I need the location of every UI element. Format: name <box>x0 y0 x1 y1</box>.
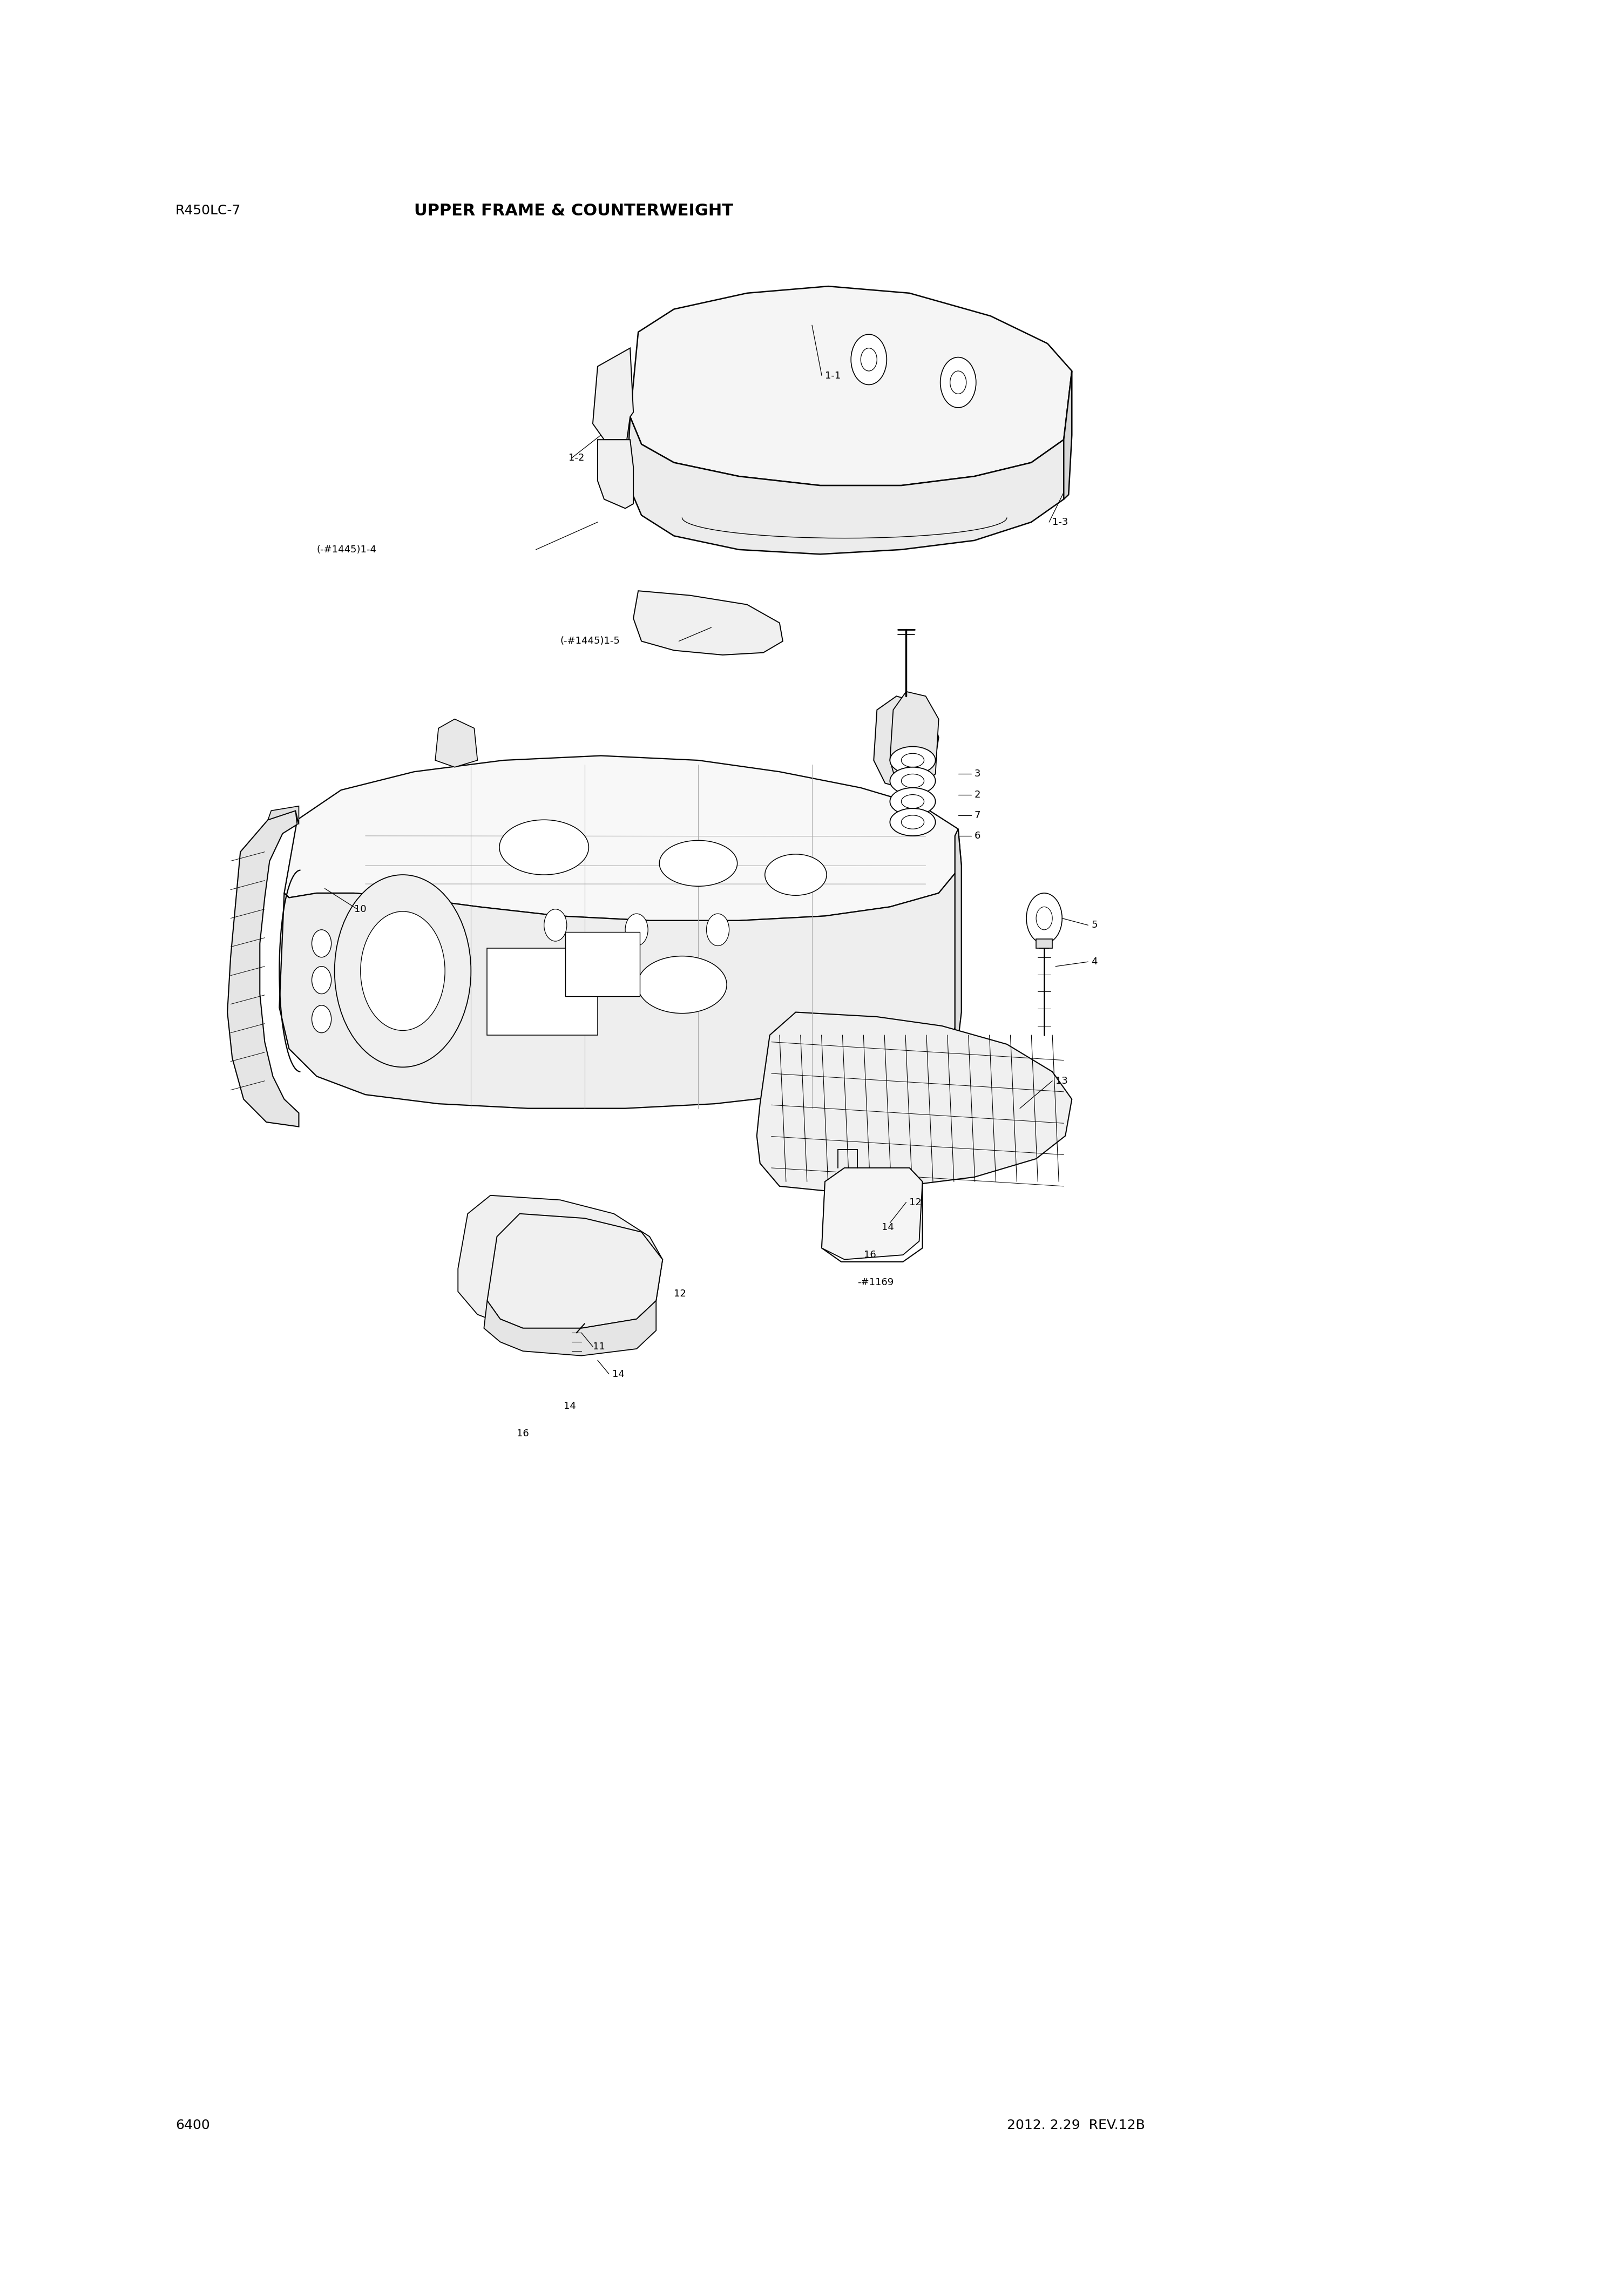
Polygon shape <box>757 1012 1072 1191</box>
Text: 1-3: 1-3 <box>1052 518 1069 527</box>
Ellipse shape <box>901 815 924 829</box>
Circle shape <box>950 371 966 394</box>
Polygon shape <box>627 417 1064 554</box>
Text: 2: 2 <box>974 790 981 799</box>
Text: 4: 4 <box>1091 957 1098 966</box>
Polygon shape <box>630 286 1072 485</box>
Text: 12: 12 <box>674 1289 687 1298</box>
Circle shape <box>361 911 445 1030</box>
Text: 14: 14 <box>564 1401 577 1411</box>
Polygon shape <box>598 440 633 508</box>
Polygon shape <box>435 719 477 767</box>
Circle shape <box>940 357 976 408</box>
Ellipse shape <box>901 753 924 767</box>
Polygon shape <box>874 696 939 790</box>
Polygon shape <box>268 806 299 824</box>
Ellipse shape <box>901 774 924 788</box>
Text: 16: 16 <box>864 1250 877 1260</box>
Polygon shape <box>484 1301 656 1356</box>
Circle shape <box>861 348 877 371</box>
Ellipse shape <box>890 767 935 795</box>
Polygon shape <box>1064 371 1072 499</box>
Circle shape <box>1036 907 1052 930</box>
Ellipse shape <box>901 795 924 808</box>
Text: (-#1445)1-5: (-#1445)1-5 <box>560 637 620 646</box>
FancyBboxPatch shape <box>487 948 598 1035</box>
Polygon shape <box>487 1214 663 1328</box>
Polygon shape <box>1036 939 1052 948</box>
Text: UPPER FRAME & COUNTERWEIGHT: UPPER FRAME & COUNTERWEIGHT <box>414 204 732 218</box>
Text: 5: 5 <box>1091 921 1098 930</box>
Polygon shape <box>633 591 783 655</box>
Polygon shape <box>284 756 961 921</box>
Text: 13: 13 <box>1056 1076 1069 1085</box>
Polygon shape <box>593 348 633 440</box>
Text: 6400: 6400 <box>175 2118 209 2132</box>
Text: 1-2: 1-2 <box>568 453 585 463</box>
Text: 11: 11 <box>593 1342 606 1351</box>
Polygon shape <box>279 866 961 1108</box>
Text: 10: 10 <box>354 905 367 914</box>
Text: (-#1445)1-4: (-#1445)1-4 <box>317 545 377 554</box>
Text: 2012. 2.29  REV.12B: 2012. 2.29 REV.12B <box>1007 2118 1145 2132</box>
Text: 6: 6 <box>974 831 981 840</box>
Polygon shape <box>955 829 961 1040</box>
Circle shape <box>1026 893 1062 943</box>
Ellipse shape <box>659 840 737 886</box>
Circle shape <box>706 914 729 946</box>
Polygon shape <box>822 1168 922 1262</box>
Text: 1-1: 1-1 <box>825 371 841 380</box>
Circle shape <box>851 334 887 385</box>
Circle shape <box>312 966 331 994</box>
Text: -#1169: -#1169 <box>857 1278 893 1287</box>
Circle shape <box>312 930 331 957</box>
Polygon shape <box>227 811 299 1127</box>
Text: 12: 12 <box>909 1198 922 1207</box>
FancyBboxPatch shape <box>565 932 640 996</box>
Ellipse shape <box>890 747 935 774</box>
Ellipse shape <box>890 808 935 836</box>
Ellipse shape <box>500 820 590 875</box>
Text: 16: 16 <box>516 1429 529 1438</box>
Circle shape <box>544 909 567 941</box>
Circle shape <box>312 1005 331 1033</box>
Polygon shape <box>890 692 939 788</box>
Text: 14: 14 <box>882 1223 895 1232</box>
Circle shape <box>335 875 471 1067</box>
Polygon shape <box>822 1168 922 1260</box>
Text: 7: 7 <box>974 811 981 820</box>
Text: R450LC-7: R450LC-7 <box>175 204 240 218</box>
Ellipse shape <box>765 854 827 895</box>
Text: 3: 3 <box>974 769 981 779</box>
Ellipse shape <box>890 788 935 815</box>
Text: 14: 14 <box>612 1369 625 1379</box>
Polygon shape <box>458 1195 663 1328</box>
Circle shape <box>625 914 648 946</box>
Ellipse shape <box>637 957 726 1012</box>
